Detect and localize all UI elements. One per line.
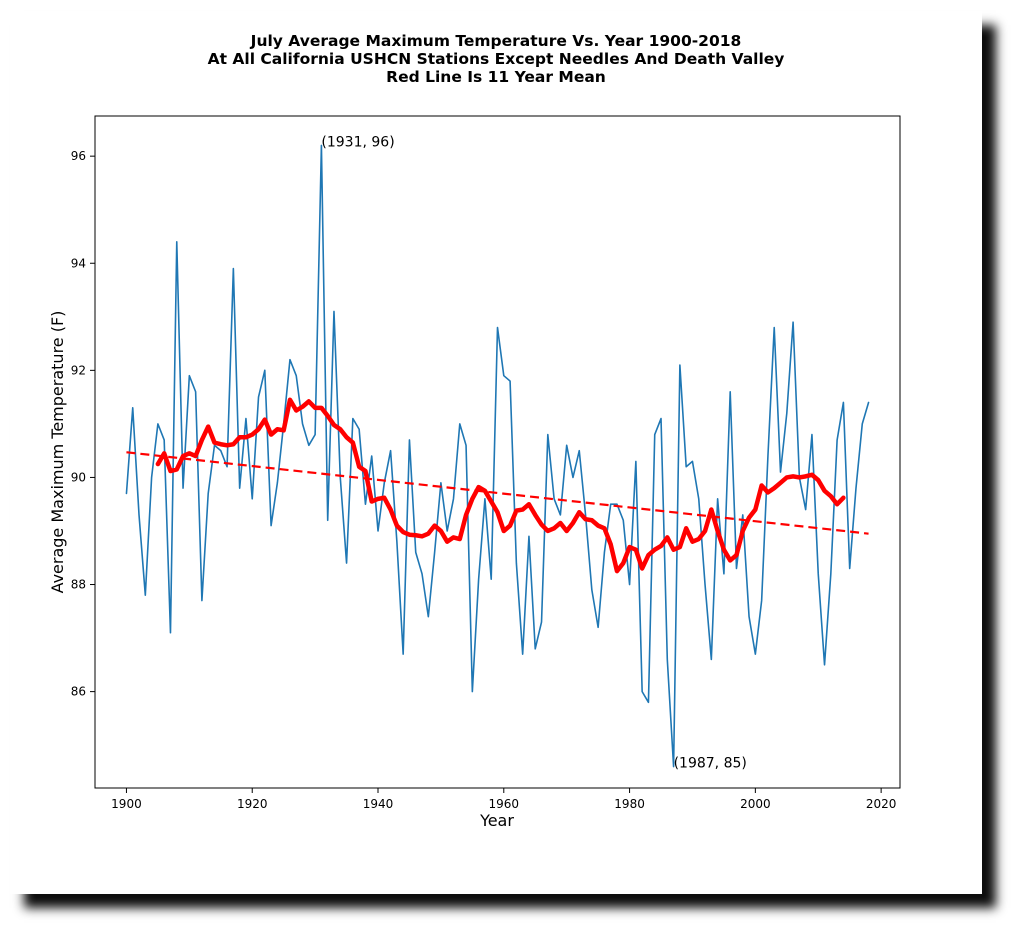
trend-line [126, 451, 869, 535]
chart-title-line-1: July Average Maximum Temperature Vs. Yea… [250, 32, 742, 50]
y-axis-label: Average Maximum Temperature (F) [48, 311, 67, 594]
y-tick-label: 96 [71, 149, 86, 163]
annotations: (1931, 96) (1987, 85) [321, 134, 746, 771]
axes: 1900 1920 1940 1960 1980 2000 2020 86 88 90 92 94 96 [71, 115, 901, 811]
chart-title-line-2: At All California USHCN Stations Except … [208, 50, 785, 68]
x-tick-label: 1980 [614, 797, 645, 811]
chart-title: July Average Maximum Temperature Vs. Yea… [208, 32, 785, 86]
y-tick-label: 88 [71, 578, 86, 592]
y-tick-label: 94 [71, 256, 86, 270]
annotation-label: (1931, 96) [321, 134, 394, 150]
plot-frame [94, 115, 901, 789]
series-layer [125, 144, 870, 768]
x-tick-label: 1960 [489, 797, 520, 811]
eleven-year-mean-series [155, 397, 846, 574]
x-tick-label: 2020 [866, 797, 897, 811]
x-tick-label: 1920 [237, 797, 268, 811]
x-tick-label: 2000 [740, 797, 771, 811]
x-tick-label: 1940 [363, 797, 394, 811]
y-tick-label: 92 [71, 363, 86, 377]
y-tick-label: 90 [71, 470, 86, 484]
x-axis-label: Year [479, 811, 514, 830]
annotation-label: (1987, 85) [674, 756, 747, 772]
x-tick-label: 1900 [111, 797, 142, 811]
chart-title-line-3: Red Line Is 11 Year Mean [386, 68, 606, 86]
y-tick-label: 86 [71, 685, 86, 699]
figure-card [10, 11, 982, 894]
annual-temperature-series [125, 144, 870, 768]
